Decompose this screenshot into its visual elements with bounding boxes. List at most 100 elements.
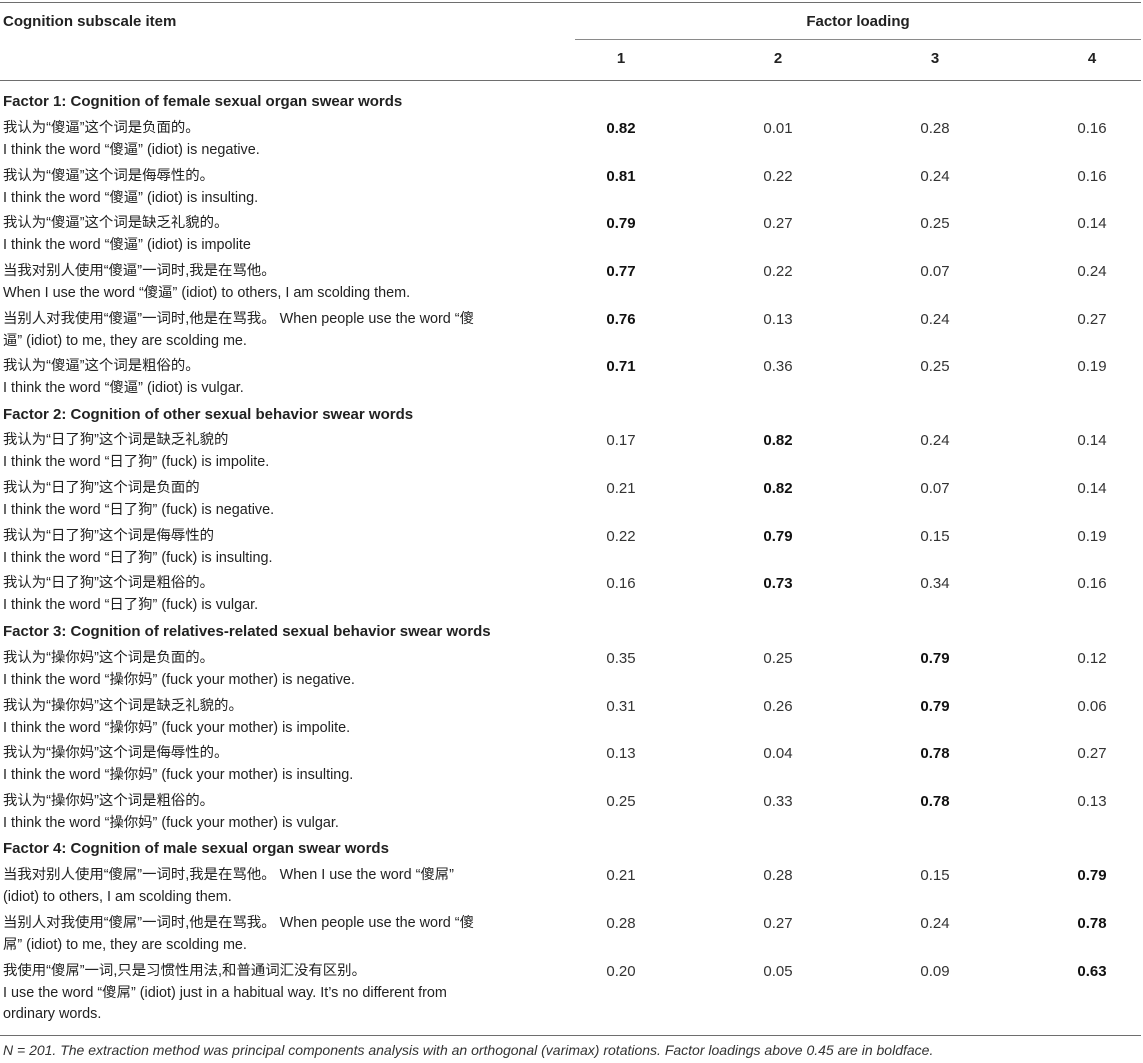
item-text-line: 当别人对我使用“傻屌”一词时,他是在骂我。 When people use th… bbox=[3, 915, 474, 931]
loading-value: 0.25 bbox=[920, 358, 950, 375]
item-text: 我认为“日了狗”这个词是侮辱性的 I think the word “日了狗” (… bbox=[3, 526, 518, 569]
loading-value: 0.22 bbox=[763, 263, 793, 280]
item-text-line: 我认为“日了狗”这个词是粗俗的。 bbox=[3, 575, 215, 591]
item-text-line: ordinary words. bbox=[3, 1006, 102, 1022]
loading-value: 0.82 bbox=[763, 480, 793, 497]
loading-value: 0.22 bbox=[763, 168, 793, 185]
loading-value: 0.28 bbox=[763, 867, 793, 884]
loading-value: 0.25 bbox=[763, 650, 793, 667]
item-text: 当别人对我使用“傻屌”一词时,他是在骂我。 When people use th… bbox=[3, 913, 518, 956]
item-text-line: I think the word “操你妈” (fuck your mother… bbox=[3, 814, 339, 831]
loading-value: 0.06 bbox=[1077, 698, 1107, 715]
header-bottom-rule bbox=[0, 80, 1141, 81]
loading-value: 0.01 bbox=[763, 120, 793, 137]
item-text: 我认为“傻逼”这个词是粗俗的。 I think the word “傻逼” (id… bbox=[3, 356, 518, 399]
loading-value: 0.07 bbox=[920, 263, 950, 280]
item-text-line: 屌” (idiot) to me, they are scolding me. bbox=[3, 936, 247, 953]
loading-value: 0.26 bbox=[763, 698, 793, 715]
loading-value: 0.34 bbox=[920, 575, 950, 592]
loading-value: 0.33 bbox=[763, 793, 793, 810]
item-text: 我认为“傻逼”这个词是侮辱性的。 I think the word “傻逼” (i… bbox=[3, 166, 518, 209]
item-text-line: 我认为“傻逼”这个词是粗俗的。 bbox=[3, 358, 200, 374]
item-text-line: I think the word “操你妈” (fuck your mother… bbox=[3, 671, 355, 688]
loading-value: 0.16 bbox=[606, 575, 636, 592]
item-text-line: I think the word “日了狗” (fuck) is vulgar. bbox=[3, 596, 259, 613]
loading-value: 0.31 bbox=[606, 698, 636, 715]
item-text-line: 我认为“傻逼”这个词是负面的。 bbox=[3, 120, 200, 136]
loading-value: 0.76 bbox=[606, 311, 636, 328]
item-column-header: Cognition subscale item bbox=[3, 13, 177, 30]
loading-value: 0.09 bbox=[920, 963, 950, 980]
loading-value: 0.21 bbox=[606, 867, 636, 884]
loading-value: 0.16 bbox=[1077, 575, 1107, 592]
loading-value: 0.27 bbox=[1077, 311, 1107, 328]
loading-value: 0.17 bbox=[606, 432, 636, 449]
item-text-line: 我认为“日了狗”这个词是负面的 bbox=[3, 480, 200, 496]
loading-value: 0.21 bbox=[606, 480, 636, 497]
loading-value: 0.19 bbox=[1077, 528, 1107, 545]
item-text: 我认为“傻逼”这个词是缺乏礼貌的。 I think the word “傻逼” (… bbox=[3, 213, 518, 256]
factor-4-header: 4 bbox=[1087, 50, 1097, 67]
loading-value: 0.13 bbox=[606, 745, 636, 762]
loading-value: 0.79 bbox=[920, 698, 950, 715]
factor-1-header: 1 bbox=[616, 50, 626, 67]
loading-value: 0.78 bbox=[920, 745, 950, 762]
item-text-line: I think the word “傻逼” (idiot) is insulti… bbox=[3, 189, 259, 206]
item-text-line: I think the word “傻逼” (idiot) is impolit… bbox=[3, 236, 251, 253]
factor-group-title: Factor 1: Cognition of female sexual org… bbox=[3, 93, 403, 110]
loading-value: 0.79 bbox=[920, 650, 950, 667]
item-text: 当我对别人使用“傻逼”一词时,我是在骂他。 When I use the word… bbox=[3, 261, 518, 304]
loading-value: 0.36 bbox=[763, 358, 793, 375]
item-text-line: (idiot) to others, I am scolding them. bbox=[3, 888, 232, 905]
loading-value: 0.82 bbox=[606, 120, 636, 137]
loading-value: 0.28 bbox=[606, 915, 636, 932]
loading-value: 0.25 bbox=[606, 793, 636, 810]
loading-value: 0.63 bbox=[1077, 963, 1107, 980]
factor-group-title: Factor 2: Cognition of other sexual beha… bbox=[3, 406, 414, 423]
item-text-line: 我认为“操你妈”这个词是粗俗的。 bbox=[3, 793, 215, 809]
item-text-line: 当我对别人使用“傻逼”一词时,我是在骂他。 bbox=[3, 263, 276, 279]
loading-value: 0.27 bbox=[1077, 745, 1107, 762]
factor-3-header: 3 bbox=[930, 50, 940, 67]
loading-value: 0.04 bbox=[763, 745, 793, 762]
table-bottom-rule bbox=[0, 1035, 1141, 1036]
item-text-line: I think the word “操你妈” (fuck your mother… bbox=[3, 766, 354, 783]
loading-value: 0.15 bbox=[920, 528, 950, 545]
item-text-line: 我认为“日了狗”这个词是侮辱性的 bbox=[3, 528, 215, 544]
loading-value: 0.14 bbox=[1077, 432, 1107, 449]
item-text: 我认为“操你妈”这个词是缺乏礼貌的。 I think the word “操你妈”… bbox=[3, 696, 518, 739]
loading-value: 0.27 bbox=[763, 215, 793, 232]
item-text-line: 我认为“傻逼”这个词是侮辱性的。 bbox=[3, 168, 215, 184]
item-text: 我认为“操你妈”这个词是负面的。 I think the word “操你妈” (… bbox=[3, 648, 518, 691]
item-text: 当别人对我使用“傻逼”一词时,他是在骂我。 When people use th… bbox=[3, 309, 518, 352]
loading-value: 0.71 bbox=[606, 358, 636, 375]
loading-value: 0.24 bbox=[920, 311, 950, 328]
item-text-line: When I use the word “傻逼” (idiot) to othe… bbox=[3, 284, 411, 301]
item-text-line: I think the word “日了狗” (fuck) is insulti… bbox=[3, 549, 273, 566]
loading-value: 0.12 bbox=[1077, 650, 1107, 667]
factor-2-header: 2 bbox=[773, 50, 783, 67]
loading-value: 0.07 bbox=[920, 480, 950, 497]
loading-value: 0.35 bbox=[606, 650, 636, 667]
item-text-line: 我认为“日了狗”这个词是缺乏礼貌的 bbox=[3, 432, 229, 448]
loading-value: 0.77 bbox=[606, 263, 636, 280]
item-text-line: 我认为“傻逼”这个词是缺乏礼貌的。 bbox=[3, 215, 229, 231]
item-text: 我认为“操你妈”这个词是粗俗的。 I think the word “操你妈” (… bbox=[3, 791, 518, 834]
loading-value: 0.79 bbox=[763, 528, 793, 545]
item-text: 我认为“日了狗”这个词是负面的 I think the word “日了狗” (f… bbox=[3, 478, 518, 521]
item-text-line: I think the word “傻逼” (idiot) is negativ… bbox=[3, 141, 260, 158]
loading-value: 0.78 bbox=[1077, 915, 1107, 932]
table-top-rule bbox=[0, 2, 1141, 3]
loading-value: 0.20 bbox=[606, 963, 636, 980]
item-text: 我认为“傻逼”这个词是负面的。 I think the word “傻逼” (id… bbox=[3, 118, 518, 161]
item-text-line: 逼” (idiot) to me, they are scolding me. bbox=[3, 332, 247, 349]
item-text-line: 当我对别人使用“傻屌”一词时,我是在骂他。 When I use the wor… bbox=[3, 867, 454, 883]
loading-value: 0.24 bbox=[920, 432, 950, 449]
loading-value: 0.13 bbox=[1077, 793, 1107, 810]
loading-value: 0.14 bbox=[1077, 215, 1107, 232]
factor-loading-subrule bbox=[575, 39, 1141, 40]
item-text-line: 我认为“操你妈”这个词是缺乏礼貌的。 bbox=[3, 698, 243, 714]
table-note: N = 201. The extraction method was princ… bbox=[3, 1042, 934, 1058]
item-text-line: I think the word “操你妈” (fuck your mother… bbox=[3, 719, 351, 736]
loading-value: 0.24 bbox=[920, 168, 950, 185]
